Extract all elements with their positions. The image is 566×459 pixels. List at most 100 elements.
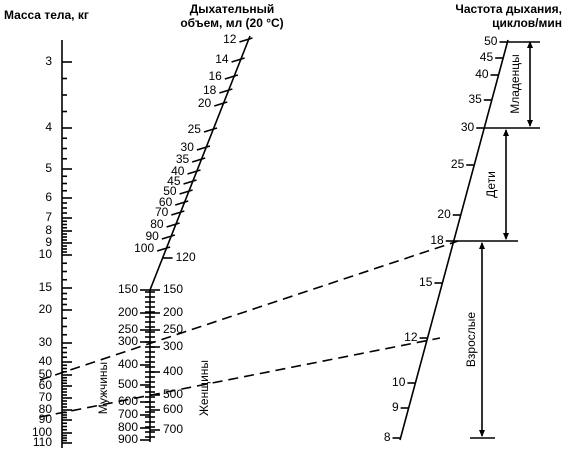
- tick-label: 30: [181, 140, 195, 154]
- tick-label: 500: [163, 387, 183, 401]
- tick-label: 80: [150, 217, 164, 231]
- tick-label: 12: [404, 330, 418, 344]
- tick-label: 250: [118, 322, 138, 336]
- rate-title: циклов/мин: [492, 16, 562, 30]
- tick-label: 50: [39, 367, 53, 381]
- tick-label: 100: [134, 241, 154, 255]
- tick-label: 60: [39, 378, 53, 392]
- tick: [183, 179, 197, 185]
- tick: [156, 246, 171, 252]
- tick-label: 500: [118, 377, 138, 391]
- tidal-volume-title: Дыхательный: [190, 2, 275, 16]
- tick-label: 600: [163, 402, 183, 416]
- label-bg: [508, 52, 524, 116]
- tick-label: 700: [163, 422, 183, 436]
- women-label: Женщины: [197, 360, 211, 416]
- rate-axis: [399, 39, 509, 441]
- tick: [191, 157, 206, 163]
- tick-label: 150: [163, 282, 183, 296]
- tick: [175, 200, 189, 206]
- tick-label: 250: [163, 322, 183, 336]
- tick-label: 100: [32, 425, 52, 439]
- tick-label: 300: [118, 334, 138, 348]
- arrow: [527, 120, 533, 127]
- tick-label: 50: [484, 34, 498, 48]
- tick-label: 200: [118, 305, 138, 319]
- tick-label: 45: [480, 50, 494, 64]
- tick: [161, 234, 176, 240]
- tick: [231, 57, 245, 63]
- arrow: [479, 242, 485, 249]
- tick-label: 10: [39, 247, 53, 261]
- tick-label: 60: [159, 195, 173, 209]
- tick-label: 600: [118, 394, 138, 408]
- tick: [179, 189, 193, 195]
- tick-label: 40: [39, 354, 53, 368]
- tick-label: 25: [188, 122, 202, 136]
- tick-label: 200: [163, 305, 183, 319]
- tick-label: 20: [437, 207, 451, 221]
- group-label: Дети: [484, 171, 498, 198]
- tick-label: 8: [45, 223, 52, 237]
- group-label: Взрослые: [464, 312, 478, 367]
- tick-label: 70: [39, 390, 53, 404]
- tick-label: 150: [118, 282, 138, 296]
- tick-label: 50: [163, 184, 177, 198]
- tick-label: 70: [155, 205, 169, 219]
- tick: [203, 127, 218, 133]
- tick: [196, 145, 211, 151]
- tick-label: 20: [39, 302, 53, 316]
- tick-label: 15: [39, 280, 53, 294]
- tick-label: 18: [203, 83, 217, 97]
- label-bg: [464, 307, 480, 372]
- tick-label: 700: [118, 407, 138, 421]
- tick-label: 10: [392, 375, 406, 389]
- tick-label: 18: [430, 233, 444, 247]
- tick-label: 30: [461, 120, 475, 134]
- tick-label: 35: [468, 92, 482, 106]
- tick-label: 35: [176, 152, 190, 166]
- tick-label: 40: [171, 164, 185, 178]
- tick: [219, 88, 233, 94]
- tick: [213, 101, 228, 107]
- men-label: Мужчины: [96, 362, 110, 414]
- tick-label: 400: [118, 357, 138, 371]
- tick-label: 80: [39, 402, 53, 416]
- tick-label: 8: [384, 430, 391, 444]
- arrow: [527, 41, 533, 48]
- tick-label: 15: [419, 275, 433, 289]
- dashed-guide: [39, 337, 441, 418]
- tick: [187, 169, 201, 175]
- tick-label: 30: [39, 335, 53, 349]
- tidal-volume-title: объем, мл (20 °C): [180, 16, 283, 30]
- tick-label: 5: [45, 161, 52, 175]
- label-bg: [484, 152, 500, 217]
- tick-label: 45: [167, 174, 181, 188]
- tick: [224, 74, 239, 80]
- tick-label: 800: [118, 420, 138, 434]
- tick-label: 300: [163, 339, 183, 353]
- group-label: Младенцы: [508, 54, 522, 113]
- tick-label: 7: [45, 210, 52, 224]
- tick-label: 20: [198, 96, 212, 110]
- tick-label: 120: [176, 250, 196, 264]
- tick-label: 12: [223, 32, 237, 46]
- body-mass-title: Масса тела, кг: [4, 8, 89, 22]
- arrow: [503, 233, 509, 240]
- tick-label: 9: [392, 400, 399, 414]
- tick-label: 900: [118, 432, 138, 446]
- tick-label: 25: [451, 157, 465, 171]
- arrow: [479, 430, 485, 437]
- tick-label: 6: [45, 190, 52, 204]
- arrow: [503, 129, 509, 136]
- tick-label: 4: [45, 120, 52, 134]
- tick: [171, 210, 185, 216]
- rate-title: Частота дыхания,: [455, 2, 562, 16]
- tick-label: 9: [45, 235, 52, 249]
- tick-label: 90: [39, 412, 53, 426]
- tick: [166, 222, 180, 228]
- tick: [239, 37, 253, 43]
- dashed-guide: [39, 240, 459, 381]
- tick-label: 40: [475, 67, 489, 81]
